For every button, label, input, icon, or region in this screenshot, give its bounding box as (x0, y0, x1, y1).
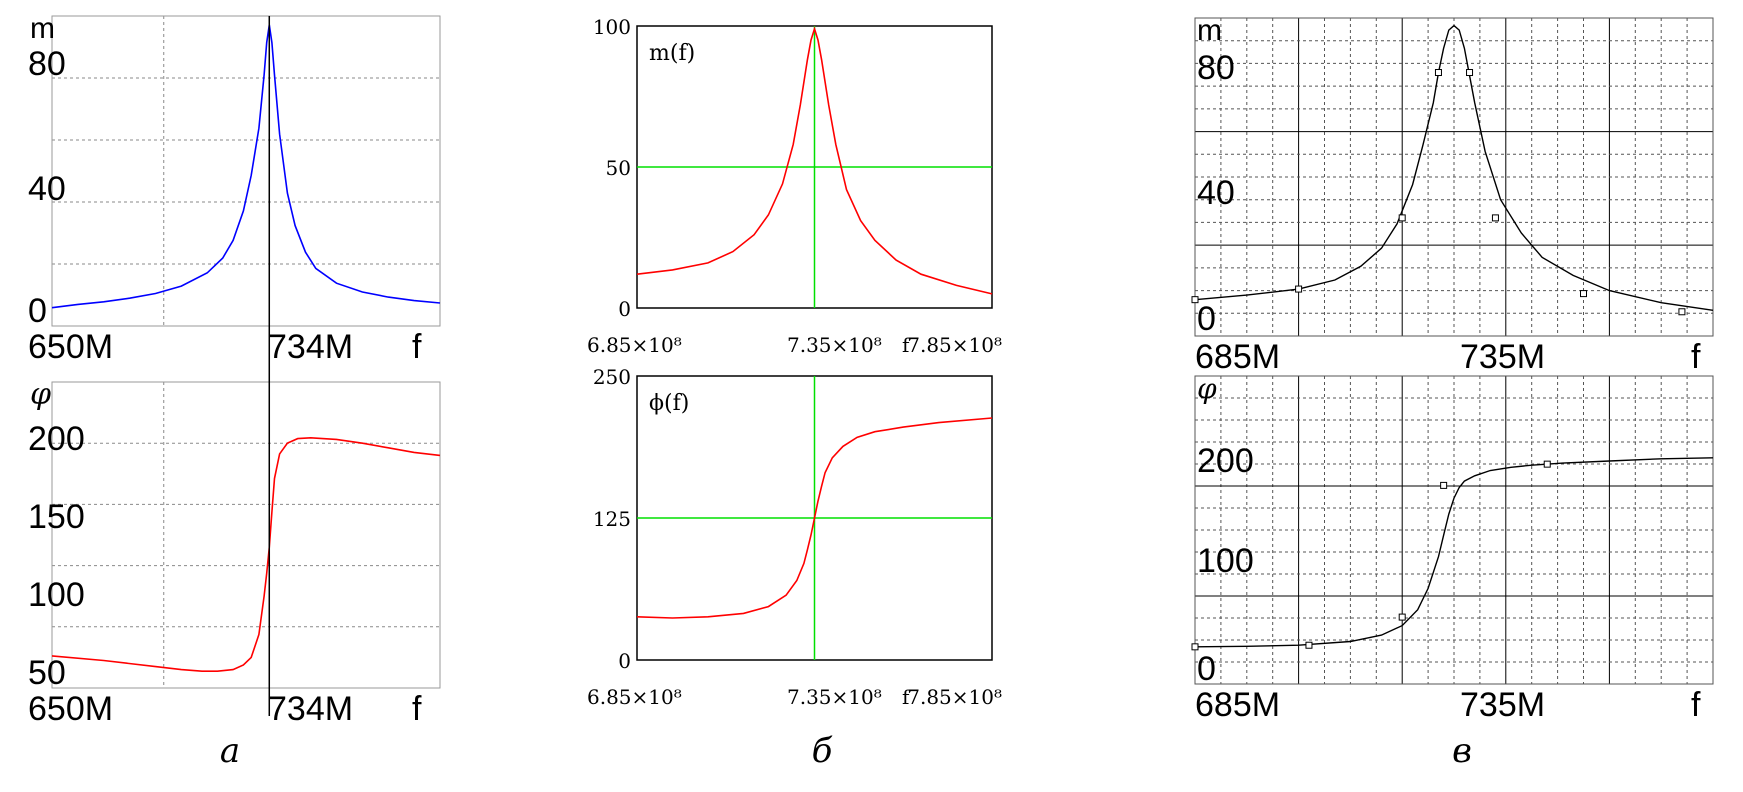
data-point (1678, 308, 1686, 316)
x-axis-label: f (412, 328, 422, 366)
x-tick-label: 735M (1460, 338, 1545, 376)
x-axis-label: f (1691, 686, 1701, 724)
y-tick-label: 40 (28, 170, 66, 208)
data-point (1305, 641, 1313, 649)
y-tick-label: 100 (593, 15, 631, 39)
y-tick-label: 125 (593, 507, 631, 531)
chart-title: ϕ(f) (649, 391, 689, 416)
data-point (1434, 69, 1442, 77)
caption-b: б (812, 731, 833, 771)
data-point (1398, 214, 1406, 222)
y-tick-label: 100 (28, 576, 85, 614)
y-tick-label: 0 (1197, 650, 1216, 688)
data-point (1191, 643, 1199, 651)
y-axis-label: φ (1197, 372, 1217, 405)
data-point (1580, 290, 1587, 298)
y-tick-label: 200 (28, 420, 85, 458)
y-tick-label: 150 (28, 498, 85, 536)
y-tick-label: 0 (1197, 300, 1216, 338)
chart-a-top: m 0 40 80 650M 734M f (28, 12, 441, 366)
y-tick-label: 250 (593, 365, 631, 389)
x-tick-label: 685M (1195, 686, 1280, 724)
data-point (1440, 481, 1448, 489)
panel-a: m 0 40 80 650M 734M f φ 50 100 150 200 650M 734M f а (28, 12, 441, 771)
x-tick-label: 650M (28, 328, 113, 366)
y-tick-label: 200 (1197, 442, 1254, 480)
y-tick-label: 0 (618, 297, 631, 321)
x-tick-label: 734M (268, 690, 353, 728)
x-axis-label: f (1691, 338, 1701, 376)
y-tick-label: 0 (28, 292, 47, 330)
x-axis-label: f (412, 690, 422, 728)
data-point (1466, 69, 1474, 77)
caption-v: в (1452, 731, 1472, 771)
x-tick-label: 734M (268, 328, 353, 366)
x-tick-label: 7.85×10⁸ (907, 333, 1002, 357)
series-line (636, 417, 993, 619)
plot-frame (1194, 375, 1714, 685)
x-tick-label: 735M (1460, 686, 1545, 724)
y-tick-label: 80 (28, 45, 66, 83)
chart-v-top: m 0 40 80 685M 735M f (1191, 14, 1714, 376)
data-point (1191, 296, 1199, 304)
plot-frame (51, 381, 441, 689)
plot-frame (1194, 17, 1714, 337)
y-axis-label: m (1197, 14, 1222, 47)
x-tick-label: 6.85×10⁸ (587, 333, 682, 357)
x-tick-label: 7.85×10⁸ (907, 685, 1002, 709)
y-tick-label: 100 (1197, 542, 1254, 580)
data-point (1295, 285, 1303, 293)
series-line (1194, 24, 1714, 311)
y-tick-label: 50 (28, 654, 66, 692)
data-point (1398, 613, 1406, 621)
plot-frame (51, 15, 441, 327)
series-line (51, 436, 441, 672)
chart-a-bottom: φ 50 100 150 200 650M 734M f (28, 377, 441, 728)
y-tick-label: 50 (606, 156, 631, 180)
x-axis-label: f (902, 333, 911, 357)
x-tick-label: 685M (1195, 338, 1280, 376)
x-tick-label: 6.85×10⁸ (587, 685, 682, 709)
x-tick-label: 7.35×10⁸ (787, 685, 882, 709)
chart-v-bottom: φ 0 100 200 685M 735M f (1191, 372, 1714, 724)
data-point (1491, 214, 1499, 222)
y-tick-label: 40 (1197, 174, 1235, 212)
y-tick-label: 80 (1197, 49, 1235, 87)
y-axis-label: φ (30, 377, 51, 412)
chart-title: m(f) (649, 41, 695, 66)
series-line (51, 24, 441, 309)
y-axis-label: m (30, 12, 55, 45)
caption-a: а (220, 731, 240, 771)
x-axis-label: f (902, 685, 911, 709)
series-line (636, 26, 993, 295)
x-tick-label: 650M (28, 690, 113, 728)
panel-v: m 0 40 80 685M 735M f φ 0 100 200 685M 735M f в (1191, 14, 1714, 771)
y-tick-label: 0 (618, 649, 631, 673)
data-point (1543, 460, 1551, 468)
x-tick-label: 7.35×10⁸ (787, 333, 882, 357)
